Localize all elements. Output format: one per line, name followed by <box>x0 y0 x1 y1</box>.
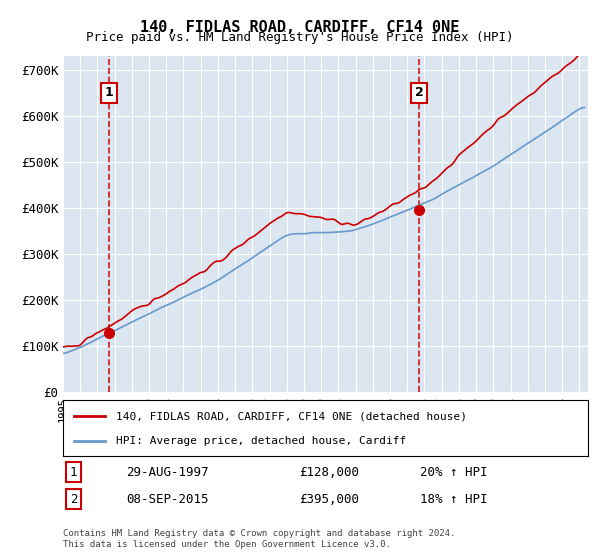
Text: 1: 1 <box>104 86 113 99</box>
Text: 140, FIDLAS ROAD, CARDIFF, CF14 0NE: 140, FIDLAS ROAD, CARDIFF, CF14 0NE <box>140 20 460 35</box>
Text: 140, FIDLAS ROAD, CARDIFF, CF14 0NE (detached house): 140, FIDLAS ROAD, CARDIFF, CF14 0NE (det… <box>115 411 467 421</box>
Text: 29-AUG-1997: 29-AUG-1997 <box>126 465 209 479</box>
Text: 18% ↑ HPI: 18% ↑ HPI <box>420 493 487 506</box>
Text: This data is licensed under the Open Government Licence v3.0.: This data is licensed under the Open Gov… <box>63 540 391 549</box>
Text: 20% ↑ HPI: 20% ↑ HPI <box>420 465 487 479</box>
Text: HPI: Average price, detached house, Cardiff: HPI: Average price, detached house, Card… <box>115 436 406 446</box>
Text: 1: 1 <box>70 465 77 479</box>
Text: £395,000: £395,000 <box>299 493 359 506</box>
Text: 2: 2 <box>70 493 77 506</box>
Text: 2: 2 <box>415 86 424 99</box>
Text: £128,000: £128,000 <box>299 465 359 479</box>
Text: Price paid vs. HM Land Registry's House Price Index (HPI): Price paid vs. HM Land Registry's House … <box>86 31 514 44</box>
Text: Contains HM Land Registry data © Crown copyright and database right 2024.: Contains HM Land Registry data © Crown c… <box>63 529 455 538</box>
Text: 08-SEP-2015: 08-SEP-2015 <box>126 493 209 506</box>
